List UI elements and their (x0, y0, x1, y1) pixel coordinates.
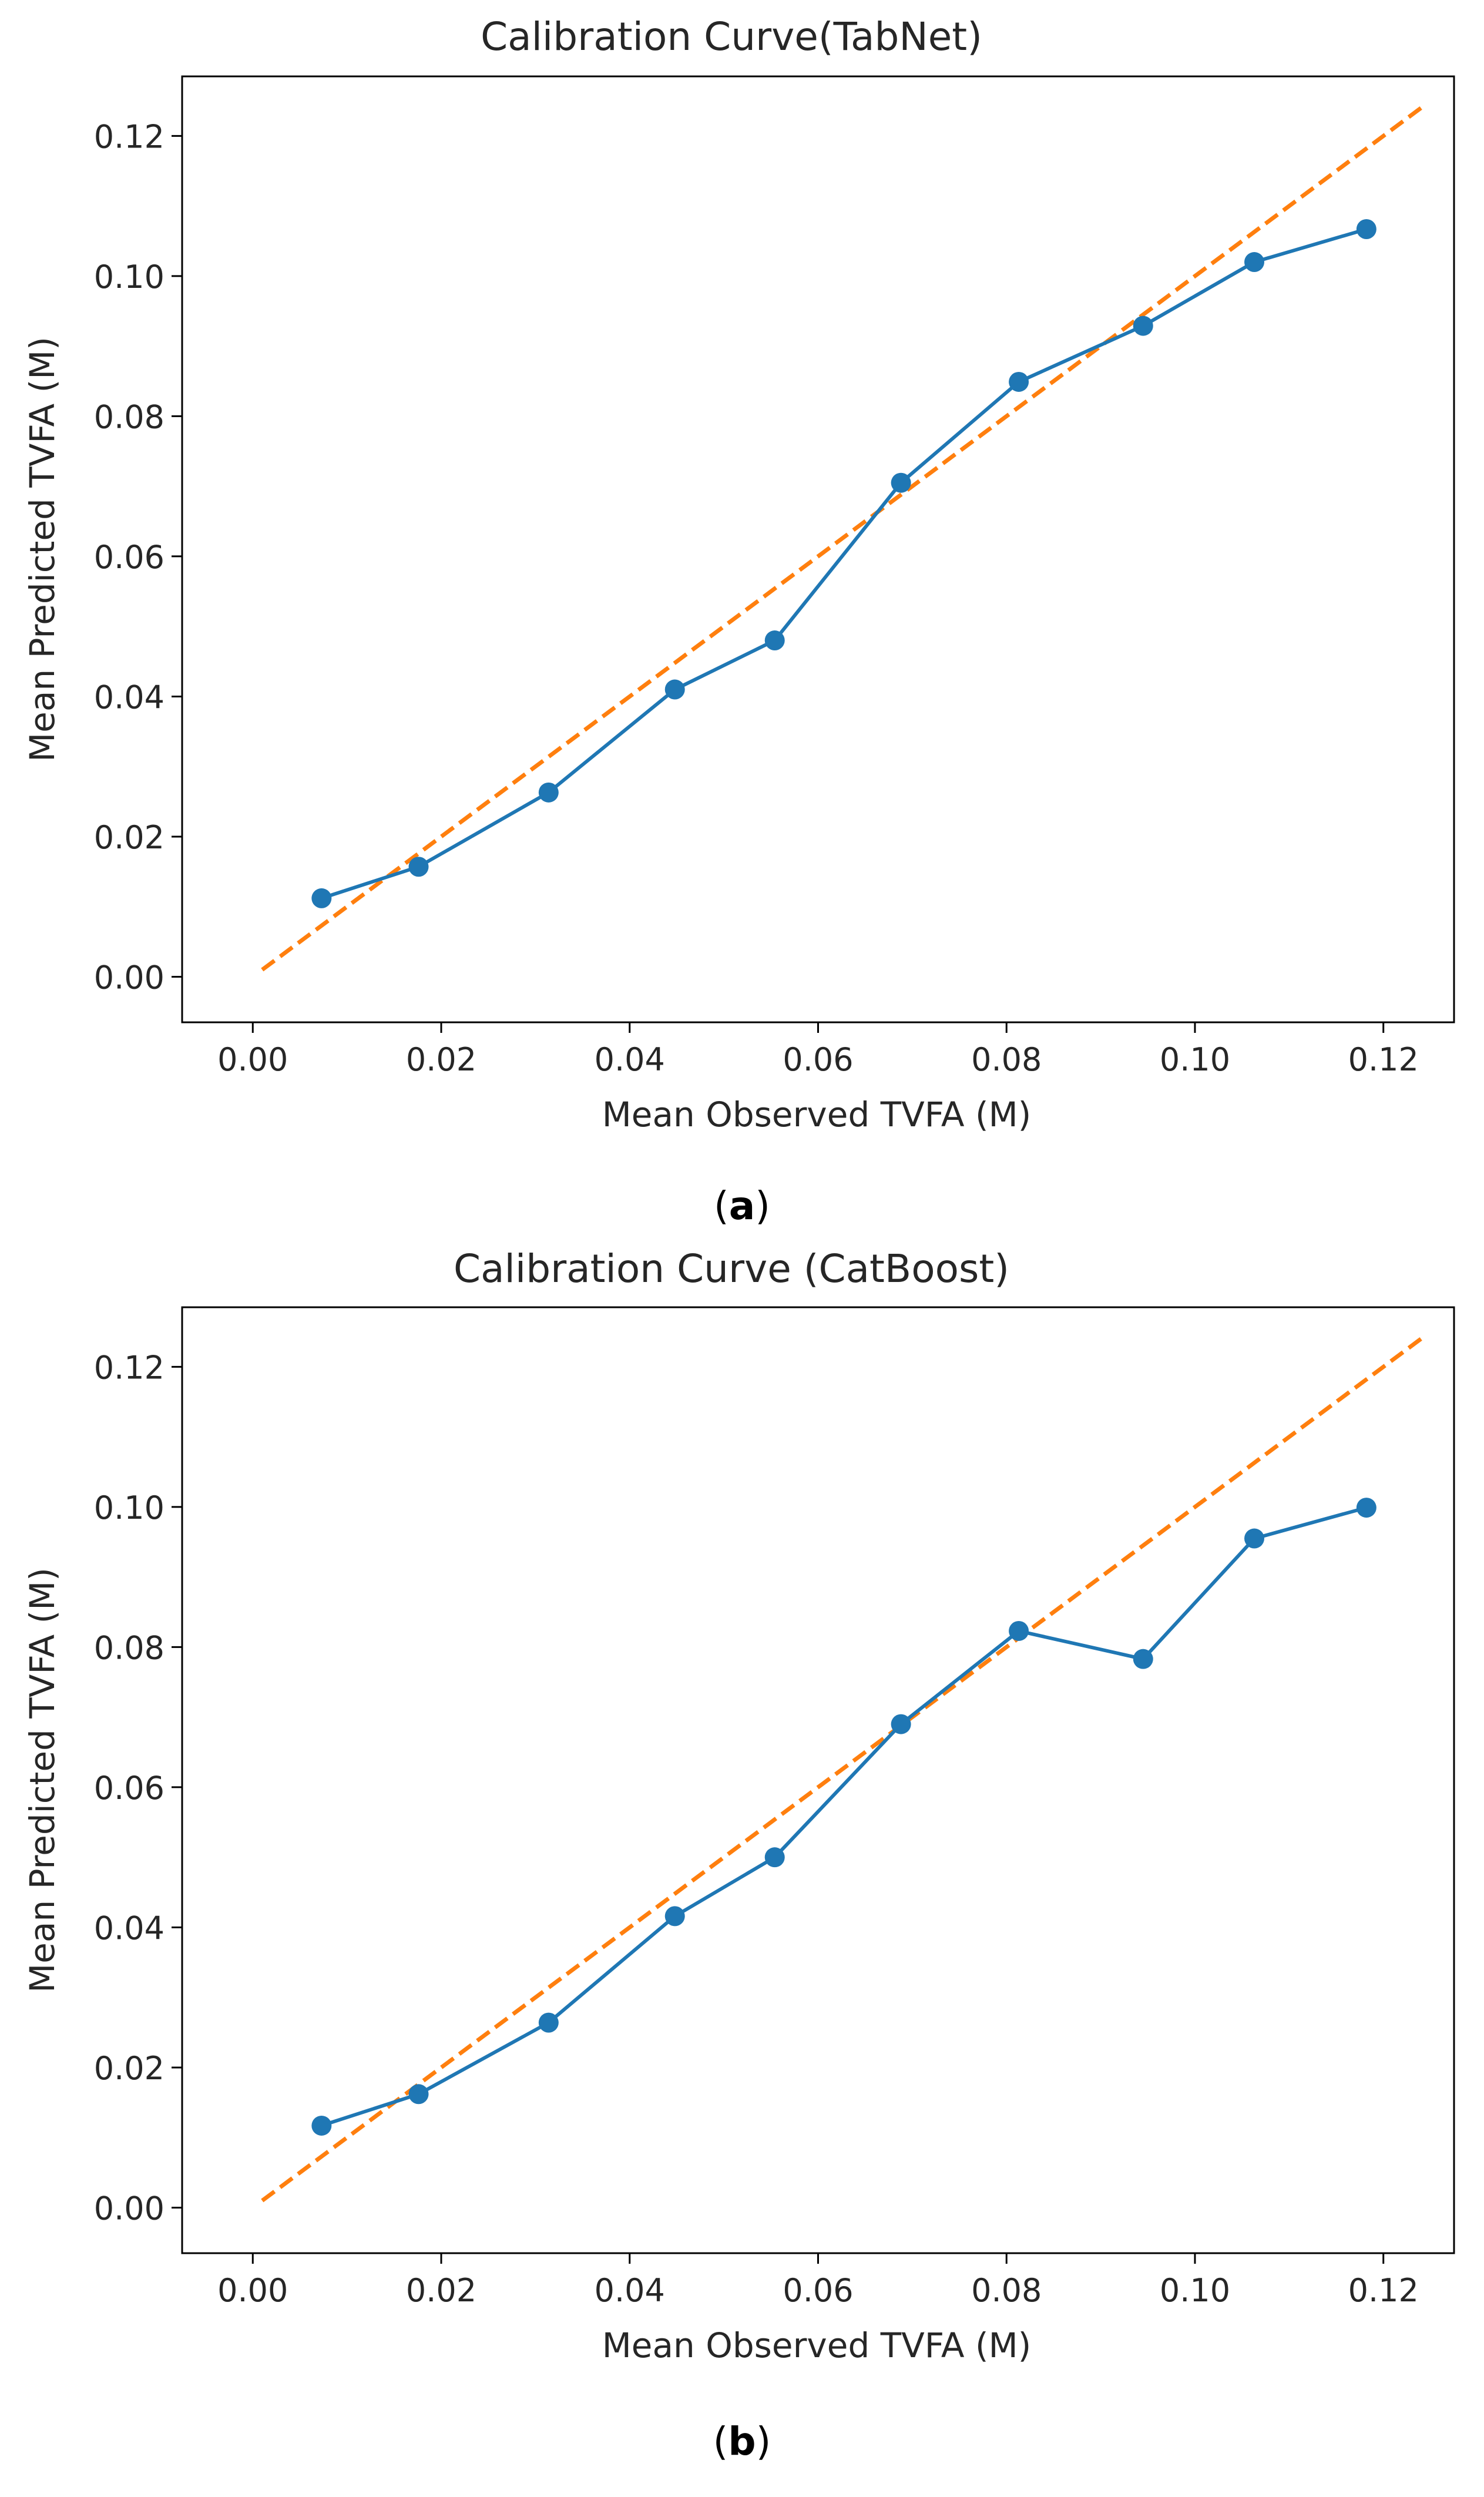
calibration-point-a (764, 630, 785, 651)
x-tick-group-a: 0.00 0.02 0.04 0.06 0.08 0.10 0.12 (217, 1022, 1419, 1078)
panel-letter-a: a (729, 1183, 756, 1229)
calibration-point-a (538, 782, 559, 803)
x-tick-label-b: 0.10 (1160, 2272, 1230, 2309)
x-tick-label-b: 0.04 (595, 2272, 665, 2309)
calibration-point-b (764, 1847, 785, 1868)
y-tick-label-b: 0.04 (94, 1909, 164, 1946)
calibration-point-b (1009, 1620, 1029, 1641)
calibration-point-a (1356, 219, 1376, 239)
x-tick-label-a: 0.06 (783, 1041, 853, 1078)
y-tick-label-a: 0.08 (94, 398, 164, 435)
y-tick-label-b: 0.02 (94, 2050, 164, 2087)
y-axis-label-a: Mean Predicted TVFA (M) (22, 337, 62, 762)
series-group-b (261, 1337, 1422, 2203)
chart-title-b: Calibration Curve (CatBoost) (454, 1246, 1009, 1291)
x-tick-label-a: 0.02 (406, 1041, 476, 1078)
chart-panel-b: Calibration Curve (CatBoost) 0.000.020.0… (22, 1246, 1455, 2464)
calibration-point-a (664, 679, 685, 700)
y-tick-group-a: 0.00 0.02 0.04 0.06 0.08 0.10 0.12 (94, 118, 182, 996)
chart-panel-a: Calibration Curve(TabNet) 0.000.020.040.… (22, 14, 1455, 1229)
panel-letter-b: b (728, 2419, 756, 2464)
x-tick-label-b: 0.00 (217, 2272, 288, 2309)
x-tick-label-b: 0.12 (1348, 2272, 1419, 2309)
calibration-point-b (1356, 1498, 1376, 1518)
y-tick-label-b: 0.08 (94, 1629, 164, 1666)
y-tick-label-a: 0.10 (94, 259, 164, 296)
calibration-point-b (891, 1714, 911, 1734)
calibration-line-a (321, 227, 1367, 900)
y-tick-label-b: 0.06 (94, 1770, 164, 1807)
panel-label-a: (a) (714, 1183, 770, 1229)
x-tick-label-b: 0.02 (406, 2272, 476, 2309)
y-tick-label-a: 0.04 (94, 679, 164, 716)
x-tick-label-a: 0.10 (1160, 1041, 1230, 1078)
calibration-point-a (311, 888, 332, 908)
x-axis-label-a: Mean Observed TVFA (M) (602, 1095, 1032, 1135)
calibration-point-b (1133, 1649, 1153, 1669)
x-tick-label-a: 0.12 (1348, 1041, 1419, 1078)
calibration-line-b (321, 1506, 1367, 2127)
reference-diagonal-line-b (261, 1337, 1422, 2203)
plot-area-frame-b (181, 1306, 1455, 2254)
calibration-point-a (891, 472, 911, 493)
y-axis-label-b: Mean Predicted TVFA (M) (22, 1568, 62, 1993)
chart-title-a: Calibration Curve(TabNet) (481, 14, 982, 59)
x-tick-label-b: 0.06 (783, 2272, 853, 2309)
x-tick-label-a: 0.04 (595, 1041, 665, 1078)
y-tick-label-a: 0.02 (94, 819, 164, 856)
y-tick-label-a: 0.12 (94, 118, 164, 155)
calibration-point-a (1009, 371, 1029, 392)
x-axis-label-b: Mean Observed TVFA (M) (602, 2325, 1032, 2365)
calibration-point-b (664, 1906, 685, 1927)
panel-label-b: (b) (713, 2419, 771, 2464)
calibration-point-a (408, 857, 429, 877)
x-tick-group-b: 0.00 0.02 0.04 0.06 0.08 0.10 0.12 (217, 2253, 1419, 2309)
y-tick-label-b: 0.12 (94, 1349, 164, 1386)
x-tick-label-a: 0.08 (971, 1041, 1042, 1078)
calibration-point-b (311, 2115, 332, 2136)
y-tick-label-a: 0.00 (94, 959, 164, 996)
x-tick-label-b: 0.08 (971, 2272, 1042, 2309)
calibration-point-b (408, 2084, 429, 2105)
y-tick-group-b: 0.00 0.02 0.04 0.06 0.08 0.10 0.12 (94, 1349, 182, 2227)
calibration-point-a (1244, 252, 1265, 273)
y-tick-label-a: 0.06 (94, 539, 164, 576)
calibration-point-b (1244, 1528, 1265, 1549)
y-tick-label-b: 0.10 (94, 1489, 164, 1526)
x-tick-label-a: 0.00 (217, 1041, 288, 1078)
reference-diagonal-line-a (261, 106, 1422, 972)
calibration-point-a (1133, 316, 1153, 336)
calibration-point-b (538, 2012, 559, 2033)
y-tick-label-b: 0.00 (94, 2190, 164, 2227)
series-group-a (261, 106, 1422, 972)
